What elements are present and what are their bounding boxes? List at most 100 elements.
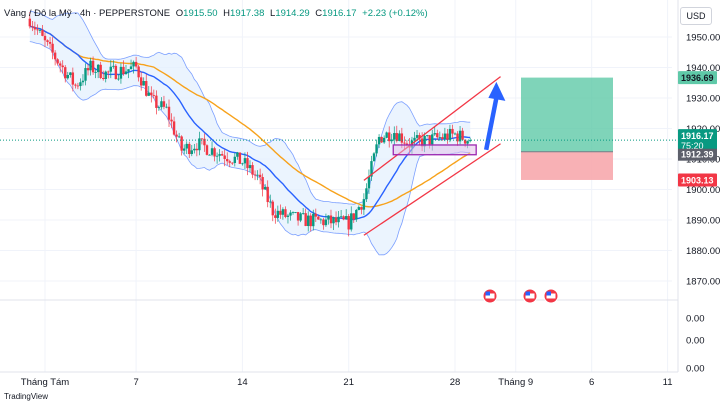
candle — [175, 134, 178, 137]
time-tick: Tháng 9 — [498, 377, 533, 388]
time-tick: 14 — [237, 377, 248, 388]
entry-price-tag-bg — [678, 148, 717, 161]
candle — [177, 136, 181, 138]
candle — [226, 159, 229, 162]
candle — [220, 154, 224, 156]
candle — [347, 216, 350, 230]
candle — [390, 139, 393, 142]
high-label: H — [223, 8, 231, 19]
candle — [124, 71, 128, 75]
us-flag-stripes — [525, 293, 535, 299]
drawings[interactable] — [363, 76, 613, 236]
candle — [165, 106, 168, 108]
currency-button[interactable]: USD — [680, 7, 712, 25]
candle — [243, 158, 247, 164]
candle — [119, 66, 123, 79]
candle — [114, 65, 118, 80]
candle — [253, 174, 257, 176]
event-flags[interactable] — [482, 288, 559, 304]
candle — [102, 78, 105, 80]
candle — [377, 136, 381, 145]
candle — [443, 133, 447, 139]
candle — [350, 213, 353, 230]
close-label: C — [315, 8, 323, 19]
candle — [58, 63, 62, 66]
candle — [276, 210, 280, 218]
candle — [312, 213, 315, 227]
candle — [274, 215, 277, 218]
candle — [436, 133, 439, 138]
candle — [393, 133, 396, 140]
candle — [296, 212, 300, 221]
candle — [155, 95, 158, 108]
time-tick: 11 — [663, 377, 673, 388]
low-label: L — [270, 8, 276, 19]
indicator-tick: 0.00 — [686, 336, 705, 347]
candle — [307, 215, 310, 227]
candle — [458, 130, 462, 142]
tradingview-logo[interactable]: TradingView — [4, 392, 49, 401]
candle — [263, 186, 267, 190]
candle — [319, 219, 323, 221]
candle — [96, 64, 100, 73]
candle — [64, 67, 67, 79]
candle — [342, 216, 345, 220]
candle — [200, 138, 204, 140]
candle — [362, 199, 366, 210]
candle — [375, 144, 378, 154]
us-flag-icon[interactable] — [543, 288, 559, 304]
candle — [385, 132, 388, 138]
candle — [188, 143, 191, 155]
candle — [170, 119, 173, 122]
us-flag-canton — [485, 291, 490, 296]
candle — [162, 101, 166, 107]
candle — [233, 156, 237, 164]
candle — [99, 64, 102, 79]
price-tick: 1930.00 — [686, 94, 720, 105]
candle — [180, 136, 183, 151]
candle — [107, 71, 110, 73]
time-tick: 6 — [589, 377, 594, 388]
candle — [205, 145, 209, 155]
candle — [415, 135, 419, 138]
low-value: 1914.29 — [275, 8, 310, 19]
candle — [463, 139, 467, 144]
candle — [210, 148, 214, 155]
time-tick: 7 — [133, 377, 138, 388]
candle — [236, 152, 239, 157]
candle — [448, 128, 452, 140]
candle — [36, 29, 39, 31]
candle — [453, 133, 457, 135]
last-price-tag: 1916.17 — [681, 131, 714, 141]
arrow-head — [488, 81, 506, 101]
candle — [251, 165, 254, 175]
candle — [61, 65, 64, 68]
stop-price-tag-bg — [678, 173, 717, 187]
price-tick: 1880.00 — [686, 246, 720, 257]
candle — [117, 78, 120, 80]
indicator-tick: 0.00 — [686, 364, 705, 375]
loss-zone — [521, 151, 613, 180]
candle — [228, 161, 231, 163]
candle — [446, 133, 449, 140]
candle — [66, 74, 69, 79]
candle — [466, 141, 469, 144]
symbol-title[interactable]: Vàng / Đô la Mỹ · 4h · PEPPERSTONE — [4, 8, 171, 19]
target-price-tag-bg — [678, 71, 717, 85]
candle — [355, 209, 358, 220]
us-flag-icon[interactable] — [522, 288, 538, 304]
candle — [81, 80, 85, 83]
time-axis[interactable]: Tháng Tám 7 14 21 28 Tháng 9 6 11 — [21, 377, 673, 388]
candle — [86, 68, 90, 71]
last-price-tag-countdown: 75:20 — [681, 141, 704, 151]
us-flag-icon[interactable] — [482, 288, 498, 304]
candle — [38, 30, 42, 31]
stop-price-tag: 1903.13 — [681, 175, 714, 185]
bollinger-bands — [29, 10, 471, 256]
candle — [33, 27, 37, 30]
candle — [317, 216, 320, 220]
time-tick: 21 — [343, 377, 354, 388]
candle — [122, 66, 125, 75]
